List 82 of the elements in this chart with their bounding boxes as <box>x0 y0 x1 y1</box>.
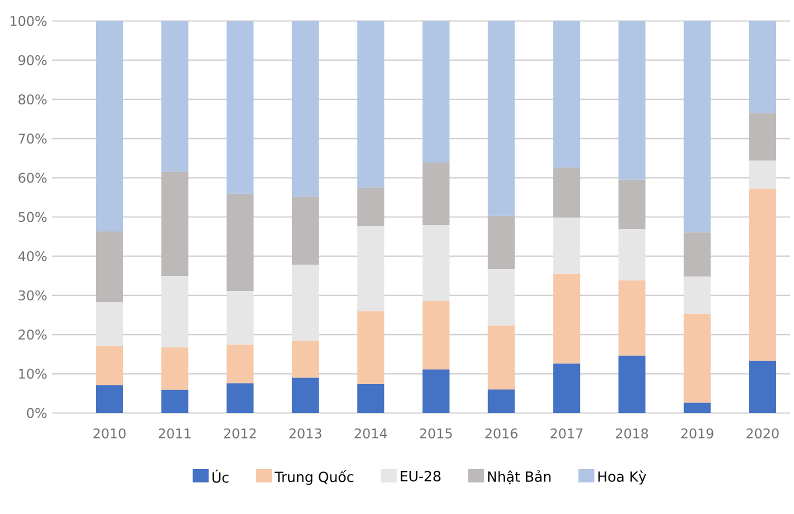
legend-label: Nhật Bản <box>488 470 550 484</box>
y-tick-label: 30% <box>18 290 47 300</box>
bar <box>292 340 319 378</box>
bar <box>226 291 254 345</box>
bar <box>357 311 384 384</box>
bar <box>488 269 515 326</box>
x-tick-label: 2019 <box>681 428 714 438</box>
bar <box>618 229 646 280</box>
bar <box>684 402 711 413</box>
bar <box>161 390 188 413</box>
bar <box>749 20 776 114</box>
bar <box>357 384 384 413</box>
bar <box>96 20 123 232</box>
bar <box>553 218 580 274</box>
bar <box>96 346 123 386</box>
x-tick-label: 2018 <box>616 428 648 438</box>
y-tick-label: 20% <box>18 330 47 340</box>
x-tick-label: 2013 <box>289 428 322 438</box>
bar <box>618 356 646 413</box>
bar <box>749 160 776 189</box>
x-tick-label: 2016 <box>485 428 518 438</box>
bar <box>96 231 123 302</box>
y-tick-label: 50% <box>18 212 47 222</box>
x-tick-label: 2020 <box>746 428 779 438</box>
bar <box>553 168 580 218</box>
bar <box>96 302 123 346</box>
bar <box>422 369 450 413</box>
x-tick-label: 2015 <box>420 428 452 438</box>
bar <box>553 364 580 413</box>
y-tick-label: 40% <box>18 251 47 262</box>
y-tick-label: 80% <box>18 94 47 104</box>
bar <box>749 360 776 413</box>
bar <box>226 194 254 292</box>
bar <box>357 188 384 226</box>
legend-label: EU-28 <box>400 470 440 482</box>
bar <box>226 383 254 413</box>
bar <box>618 20 646 180</box>
bar <box>488 326 515 390</box>
bar <box>292 20 319 197</box>
bar <box>292 196 319 265</box>
legend-label: Úc <box>212 470 228 483</box>
bar <box>749 113 776 161</box>
x-tick-label: 2011 <box>158 428 191 438</box>
bar <box>618 180 646 230</box>
y-tick-label: 10% <box>19 368 47 379</box>
bar <box>292 264 319 341</box>
bar <box>684 232 711 277</box>
legend-label: Trung Quốc <box>274 470 354 485</box>
bar <box>553 20 580 168</box>
bar <box>488 20 515 216</box>
x-tick-label: 2014 <box>354 428 387 438</box>
bar <box>292 378 319 413</box>
y-tick-label: 0% <box>27 408 47 418</box>
bar <box>488 389 515 413</box>
bar <box>422 162 450 226</box>
bar <box>161 276 188 348</box>
bar <box>161 348 188 390</box>
bar <box>161 172 188 276</box>
y-tick-label: 90% <box>18 55 47 66</box>
bar <box>553 274 580 364</box>
x-tick-label: 2012 <box>224 428 256 438</box>
bar <box>422 20 450 163</box>
x-tick-label: 2010 <box>93 428 126 438</box>
x-tick-label: 2017 <box>550 428 582 438</box>
legend-label: Hoa Kỳ <box>598 470 646 485</box>
bar <box>749 188 776 361</box>
bar <box>226 344 254 384</box>
bar <box>422 225 450 301</box>
y-tick-label: 100% <box>10 16 47 26</box>
bar <box>618 280 646 356</box>
y-tick-label: 70% <box>18 134 47 144</box>
bar <box>226 20 254 194</box>
bar <box>422 300 450 370</box>
bar <box>488 216 515 270</box>
bar <box>161 20 188 172</box>
bar <box>684 314 711 403</box>
y-tick-label: 60% <box>18 172 47 183</box>
bar <box>684 276 711 314</box>
bar <box>357 20 384 188</box>
bar <box>96 385 123 413</box>
bar <box>357 226 384 312</box>
bar <box>684 20 711 232</box>
